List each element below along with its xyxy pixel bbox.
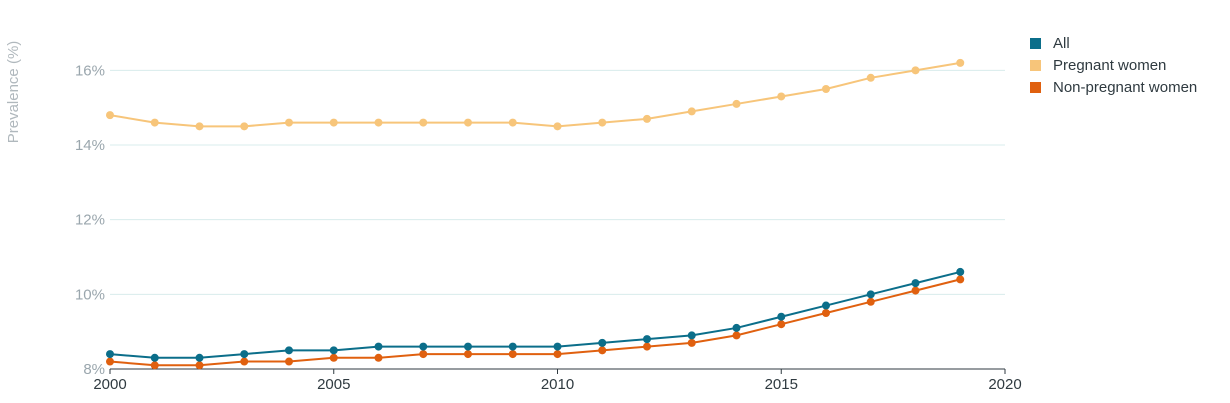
legend-label-all: All xyxy=(1053,34,1070,52)
x-tick-label: 2000 xyxy=(93,376,126,393)
data-point-non-pregnant-women[interactable] xyxy=(150,361,159,370)
data-point-all[interactable] xyxy=(419,342,428,351)
data-point-non-pregnant-women[interactable] xyxy=(732,331,741,340)
data-point-non-pregnant-women[interactable] xyxy=(643,342,651,351)
y-tick-label: 10% xyxy=(75,286,105,303)
data-point-all[interactable] xyxy=(329,346,338,355)
data-point-non-pregnant-women[interactable] xyxy=(106,357,114,366)
data-point-pregnant-women[interactable] xyxy=(687,107,696,116)
x-tick-label: 2015 xyxy=(765,376,798,393)
data-point-all[interactable] xyxy=(732,323,741,332)
series-pregnant-women xyxy=(106,58,965,131)
data-point-all[interactable] xyxy=(911,279,920,288)
data-point-non-pregnant-women[interactable] xyxy=(464,350,472,359)
data-point-all[interactable] xyxy=(374,342,383,351)
data-point-pregnant-women[interactable] xyxy=(419,118,428,127)
data-point-non-pregnant-women[interactable] xyxy=(240,357,249,366)
data-point-non-pregnant-women[interactable] xyxy=(374,353,383,362)
data-point-pregnant-women[interactable] xyxy=(911,66,920,75)
data-point-all[interactable] xyxy=(508,342,517,351)
data-point-all[interactable] xyxy=(240,350,249,359)
data-point-pregnant-women[interactable] xyxy=(553,122,562,131)
legend-item-all[interactable]: All xyxy=(1030,32,1197,54)
data-point-non-pregnant-women[interactable] xyxy=(911,286,920,295)
data-point-all[interactable] xyxy=(777,312,786,321)
data-point-all[interactable] xyxy=(643,335,651,344)
data-point-non-pregnant-women[interactable] xyxy=(553,350,562,359)
data-point-all[interactable] xyxy=(822,301,830,310)
data-point-all[interactable] xyxy=(866,290,875,299)
legend: All Pregnant women Non-pregnant women xyxy=(1030,32,1197,98)
data-point-all[interactable] xyxy=(464,342,472,351)
data-point-non-pregnant-women[interactable] xyxy=(329,353,338,362)
x-tick-label: 2020 xyxy=(988,376,1021,393)
data-point-all[interactable] xyxy=(687,331,696,340)
data-point-non-pregnant-women[interactable] xyxy=(508,350,517,359)
data-point-non-pregnant-women[interactable] xyxy=(777,320,786,329)
data-point-pregnant-women[interactable] xyxy=(822,85,830,93)
data-point-non-pregnant-women[interactable] xyxy=(687,338,696,347)
legend-swatch-non-pregnant-women xyxy=(1030,81,1041,93)
y-tick-label: 16% xyxy=(75,62,105,79)
data-point-all[interactable] xyxy=(956,267,965,276)
data-point-all[interactable] xyxy=(553,342,562,351)
data-point-pregnant-women[interactable] xyxy=(643,114,651,123)
series-line-all xyxy=(109,270,961,359)
legend-swatch-all xyxy=(1030,37,1041,49)
series-non-pregnant-women xyxy=(106,275,965,370)
data-point-pregnant-women[interactable] xyxy=(464,118,472,127)
data-point-all[interactable] xyxy=(598,338,607,347)
data-point-pregnant-women[interactable] xyxy=(285,118,293,127)
y-tick-label: 14% xyxy=(75,137,105,154)
data-point-non-pregnant-women[interactable] xyxy=(866,297,875,306)
x-tick-label: 2005 xyxy=(317,376,350,393)
legend-item-non-pregnant-women[interactable]: Non-pregnant women xyxy=(1030,76,1197,98)
y-axis-title: Prevalence (%) xyxy=(5,41,22,144)
data-point-all[interactable] xyxy=(150,353,159,362)
data-point-pregnant-women[interactable] xyxy=(956,58,965,67)
data-point-pregnant-women[interactable] xyxy=(777,92,786,101)
data-point-pregnant-women[interactable] xyxy=(866,73,875,82)
data-point-pregnant-women[interactable] xyxy=(732,99,741,108)
data-point-pregnant-women[interactable] xyxy=(240,122,249,131)
data-point-non-pregnant-women[interactable] xyxy=(195,361,204,370)
data-point-pregnant-women[interactable] xyxy=(329,118,338,127)
legend-label-non-pregnant-women: Non-pregnant women xyxy=(1053,78,1198,96)
data-point-pregnant-women[interactable] xyxy=(374,118,383,127)
series-line-pregnant-women xyxy=(109,61,961,128)
data-point-pregnant-women[interactable] xyxy=(106,111,114,120)
data-point-all[interactable] xyxy=(195,353,204,362)
data-point-non-pregnant-women[interactable] xyxy=(956,275,965,284)
data-point-non-pregnant-women[interactable] xyxy=(822,309,830,317)
data-point-non-pregnant-women[interactable] xyxy=(285,357,293,366)
data-point-non-pregnant-women[interactable] xyxy=(598,346,607,355)
data-point-pregnant-women[interactable] xyxy=(195,122,204,131)
data-point-non-pregnant-women[interactable] xyxy=(419,350,428,359)
data-point-pregnant-women[interactable] xyxy=(508,118,517,127)
x-tick-label: 2010 xyxy=(541,376,574,393)
data-point-all[interactable] xyxy=(106,350,114,359)
series-line-non-pregnant-women xyxy=(109,278,961,367)
series-all xyxy=(106,267,965,362)
y-axis-ticks: 8% 10% 12% 14% 16% xyxy=(75,62,105,378)
data-point-pregnant-women[interactable] xyxy=(150,118,159,127)
y-tick-label: 12% xyxy=(75,212,105,229)
y-tick-label: 8% xyxy=(83,361,105,378)
gridlines xyxy=(110,69,1005,295)
legend-label-pregnant-women: Pregnant women xyxy=(1053,56,1167,74)
data-point-pregnant-women[interactable] xyxy=(598,118,607,127)
legend-swatch-pregnant-women xyxy=(1030,59,1041,71)
legend-item-pregnant-women[interactable]: Pregnant women xyxy=(1030,54,1197,76)
x-axis-ticks: 2000 2005 2010 2015 2020 xyxy=(93,369,1022,393)
data-point-all[interactable] xyxy=(285,346,293,355)
series-layer xyxy=(106,58,965,370)
